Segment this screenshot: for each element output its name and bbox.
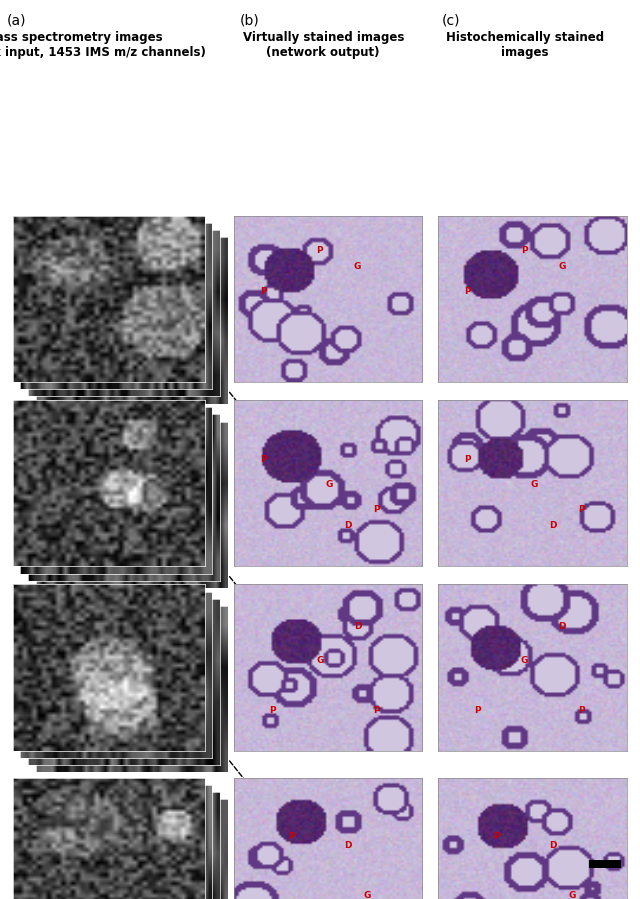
Text: P: P: [260, 455, 266, 464]
Text: P: P: [288, 832, 295, 841]
Text: G: G: [316, 655, 323, 664]
Text: P: P: [465, 455, 471, 464]
Text: P: P: [269, 706, 276, 715]
Text: P: P: [465, 287, 471, 296]
Text: D: D: [559, 622, 566, 631]
Text: P: P: [578, 706, 584, 715]
Text: G: G: [531, 480, 538, 489]
Text: P: P: [373, 706, 380, 715]
Text: P: P: [316, 245, 323, 254]
Text: (b): (b): [240, 13, 260, 28]
Text: P: P: [578, 504, 584, 513]
Text: P: P: [493, 832, 500, 841]
Text: (a): (a): [6, 13, 26, 28]
Text: G: G: [326, 480, 333, 489]
Text: D: D: [344, 841, 352, 850]
Text: Virtually stained images
(network output): Virtually stained images (network output…: [243, 31, 404, 59]
Text: D: D: [354, 622, 361, 631]
Text: P: P: [373, 504, 380, 513]
Text: G: G: [521, 655, 528, 664]
Text: D: D: [344, 521, 352, 530]
Text: G: G: [364, 891, 371, 899]
Text: Mass spectrometry images
(network input, 1453 IMS m/z channels): Mass spectrometry images (network input,…: [0, 31, 206, 59]
Text: G: G: [568, 891, 575, 899]
Text: D: D: [549, 521, 557, 530]
Text: D: D: [549, 841, 557, 850]
Text: (c): (c): [442, 13, 460, 28]
Text: Histochemically stained
images: Histochemically stained images: [445, 31, 604, 59]
Text: P: P: [474, 706, 481, 715]
Text: P: P: [260, 287, 266, 296]
Text: 150 μm: 150 μm: [585, 872, 625, 882]
Text: P: P: [521, 245, 528, 254]
Text: G: G: [559, 263, 566, 271]
Text: G: G: [354, 263, 361, 271]
